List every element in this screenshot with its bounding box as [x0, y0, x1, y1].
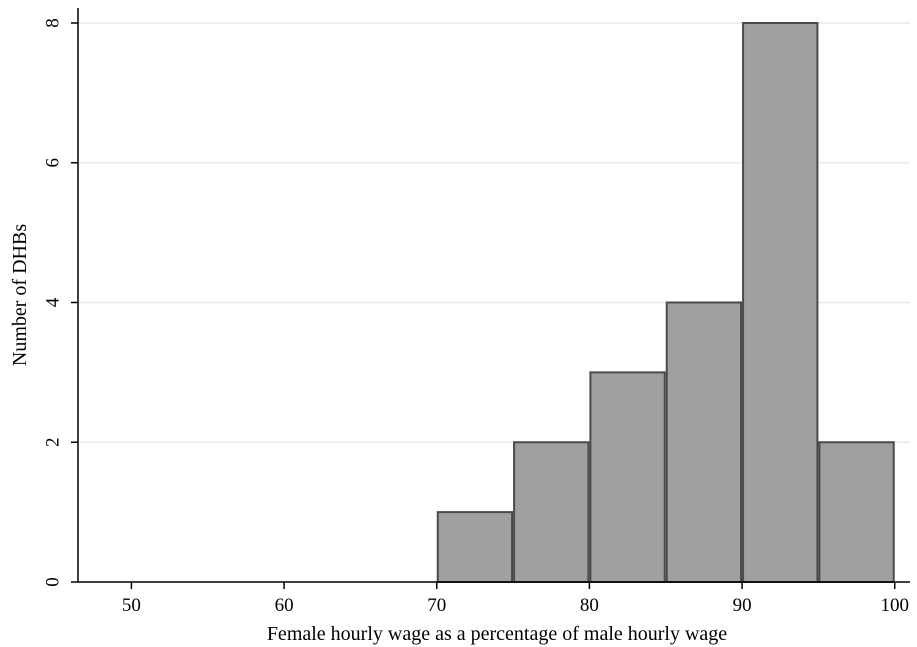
- histogram-bar-90-95: [742, 22, 819, 583]
- histogram-bar-80-85: [589, 371, 666, 583]
- histogram-bar-70-75: [436, 511, 514, 583]
- y-tick-label-8: 8: [43, 18, 64, 28]
- x-tick-label-100: 100: [880, 595, 909, 616]
- x-axis-title: Female hourly wage as a percentage of ma…: [267, 623, 727, 645]
- y-tick-label-4: 4: [43, 297, 64, 307]
- ticks: 50 60 70 80 90 100 0 2 4 6 8: [43, 18, 909, 616]
- y-tick-label-2: 2: [43, 438, 64, 448]
- histogram-bars: [436, 22, 895, 583]
- histogram-bar-85-90: [665, 301, 743, 583]
- histogram-bar-95-100: [818, 441, 895, 583]
- x-tick-label-90: 90: [733, 595, 752, 616]
- y-tick-label-0: 0: [43, 577, 64, 587]
- y-tick-label-6: 6: [43, 158, 64, 168]
- x-tick-label-60: 60: [275, 595, 294, 616]
- x-tick-label-50: 50: [122, 595, 141, 616]
- x-tick-label-70: 70: [427, 595, 446, 616]
- x-tick-label-80: 80: [580, 595, 599, 616]
- axes: [77, 8, 910, 583]
- histogram-bar-75-80: [513, 441, 590, 583]
- y-axis-title: Number of DHBs: [9, 224, 31, 366]
